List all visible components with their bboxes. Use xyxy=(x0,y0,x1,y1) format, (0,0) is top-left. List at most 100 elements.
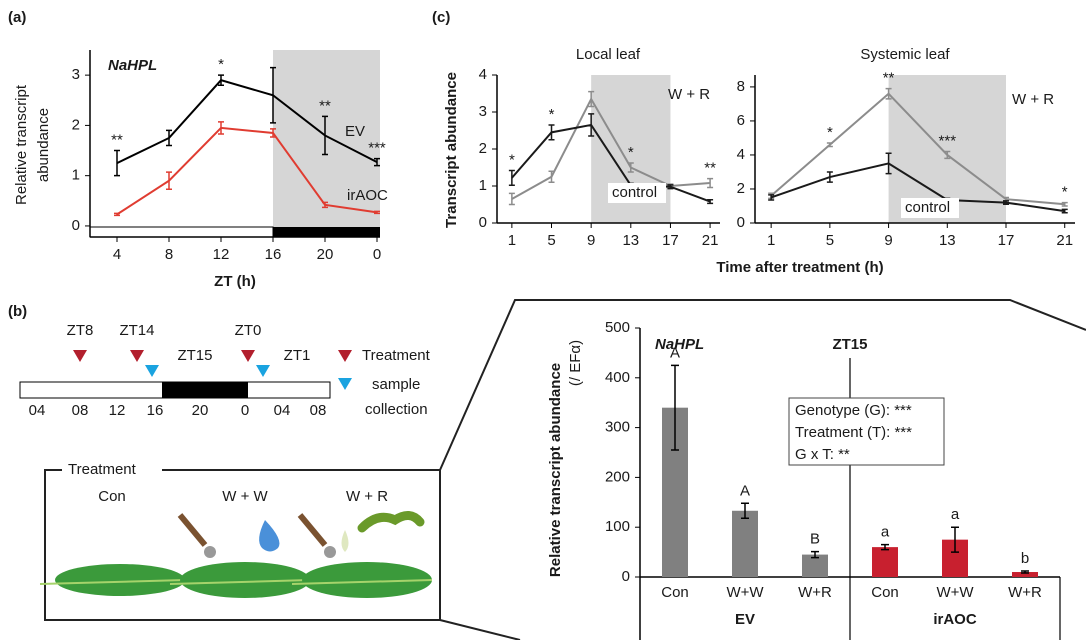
significance: ** xyxy=(704,160,716,177)
label-bg xyxy=(608,183,666,203)
panel-label: (b) xyxy=(8,303,27,320)
bar xyxy=(872,547,898,577)
tool-wheel xyxy=(204,546,216,558)
bar xyxy=(802,554,828,577)
series-line xyxy=(116,79,378,165)
sample-marker xyxy=(145,365,159,377)
error-bar xyxy=(166,171,172,190)
group-label: EV xyxy=(735,611,755,628)
significance-letter: a xyxy=(951,506,960,523)
y-tick-label: 1 xyxy=(72,167,80,184)
y-axis-label: abundance xyxy=(35,108,52,182)
series-line xyxy=(116,126,378,216)
leaf xyxy=(180,562,310,598)
timeline-tick: 16 xyxy=(147,402,164,419)
error-bar xyxy=(508,169,515,187)
x-tick-label: Con xyxy=(661,584,689,601)
treatment-title-bg xyxy=(62,458,162,482)
gene-title: NaHPL xyxy=(108,57,157,74)
label-bg xyxy=(901,198,959,218)
x-tick-label: 9 xyxy=(884,232,892,249)
significance-letter: A xyxy=(740,482,750,499)
sample-time: ZT1 xyxy=(284,347,311,364)
significance-letter: a xyxy=(881,524,890,541)
error-bar xyxy=(951,526,959,553)
leaf xyxy=(55,564,185,596)
significance: * xyxy=(827,124,833,141)
treatment-marker xyxy=(241,350,255,362)
y-tick-label: 6 xyxy=(737,112,745,129)
x-tick-label: 12 xyxy=(213,246,230,263)
night-bar xyxy=(273,227,380,237)
x-tick-label: 21 xyxy=(1056,232,1073,249)
timeline-tick: 08 xyxy=(310,402,327,419)
error-bar xyxy=(1061,201,1068,207)
leaf-illustrations xyxy=(39,511,433,598)
series-line xyxy=(511,123,711,203)
y-tick-label: 0 xyxy=(737,214,745,231)
error-bar xyxy=(548,124,555,141)
error-bar xyxy=(885,87,892,100)
error-bar xyxy=(768,194,775,201)
error-bar xyxy=(1021,570,1029,574)
condition-label: W + R xyxy=(346,488,388,505)
significance-letter: B xyxy=(810,531,820,548)
legend-marker xyxy=(338,378,352,390)
y-tick-label: 3 xyxy=(479,103,487,120)
error-bar xyxy=(881,543,889,551)
legend-marker xyxy=(338,350,352,362)
significance-letter: b xyxy=(1021,550,1029,567)
leaf-vein xyxy=(291,579,433,585)
treatment-time: ZT0 xyxy=(235,322,262,339)
x-tick-label: 0 xyxy=(373,246,381,263)
significance: ** xyxy=(319,97,331,114)
series-label: EV xyxy=(345,123,365,140)
significance-letter: A xyxy=(670,344,680,361)
series-label: irAOC xyxy=(347,187,388,204)
significance: ** xyxy=(883,70,895,87)
x-tick-label: 4 xyxy=(113,246,121,263)
error-bar xyxy=(944,150,951,160)
leaf xyxy=(302,562,432,598)
y-tick-label: 100 xyxy=(605,518,630,535)
error-bar xyxy=(671,364,679,451)
sample-marker xyxy=(256,365,270,377)
error-bar xyxy=(322,201,328,209)
error-bar xyxy=(667,184,674,190)
x-tick-label: 13 xyxy=(939,232,956,249)
timeline-tick: 08 xyxy=(72,402,89,419)
significance: * xyxy=(509,151,515,168)
x-tick-label: W+R xyxy=(798,584,832,601)
x-tick-label: W+W xyxy=(936,584,974,601)
error-bar xyxy=(322,115,328,156)
bar xyxy=(1012,572,1038,577)
night-shade xyxy=(273,50,380,237)
treatment-marker xyxy=(73,350,87,362)
x-tick-label: W+R xyxy=(1008,584,1042,601)
significance: * xyxy=(1062,184,1068,201)
significance: * xyxy=(218,56,224,73)
y-tick-label: 2 xyxy=(72,116,80,133)
error-bar xyxy=(374,210,380,215)
series-label: W + R xyxy=(1012,91,1054,108)
error-bar xyxy=(508,192,515,206)
y-tick-label: 3 xyxy=(72,66,80,83)
treatment-time: ZT8 xyxy=(67,322,94,339)
y-tick-label: 0 xyxy=(72,217,80,234)
night-bar xyxy=(162,382,248,398)
y-axis-label: Relative transcript xyxy=(13,84,30,205)
significance: * xyxy=(628,144,634,161)
series-line xyxy=(770,92,1065,206)
tool xyxy=(297,513,328,547)
error-bar xyxy=(218,74,224,86)
zoom-frame xyxy=(439,299,1086,471)
error-bar xyxy=(707,177,714,189)
y-tick-label: 400 xyxy=(605,369,630,386)
error-bar xyxy=(1061,208,1068,214)
zoom-frame xyxy=(439,619,521,640)
x-tick-label: 5 xyxy=(547,232,555,249)
y-tick-label: 4 xyxy=(737,146,745,163)
stats-box xyxy=(788,397,945,466)
caterpillar xyxy=(357,511,425,533)
